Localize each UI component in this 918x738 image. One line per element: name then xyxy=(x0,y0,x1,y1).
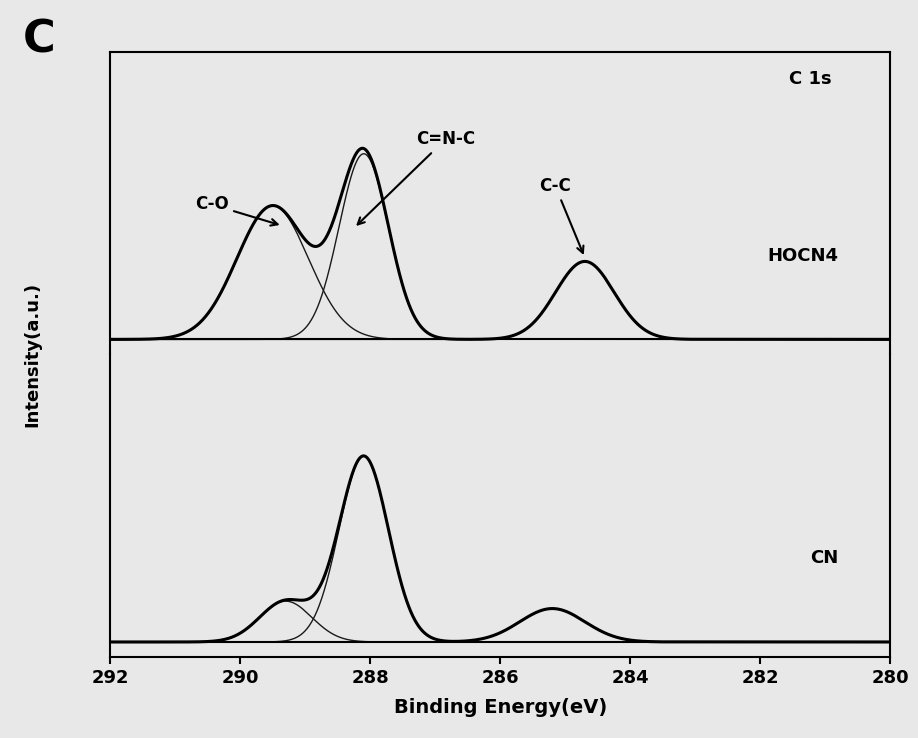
Text: C 1s: C 1s xyxy=(789,70,832,89)
Text: Intensity(a.u.): Intensity(a.u.) xyxy=(23,282,41,427)
Text: CN: CN xyxy=(811,549,838,568)
Text: C-O: C-O xyxy=(195,196,277,226)
Text: C-C: C-C xyxy=(540,177,584,253)
Text: HOCN4: HOCN4 xyxy=(767,246,838,265)
X-axis label: Binding Energy(eV): Binding Energy(eV) xyxy=(394,697,607,717)
Text: C=N-C: C=N-C xyxy=(358,131,475,224)
Text: C: C xyxy=(23,18,56,61)
